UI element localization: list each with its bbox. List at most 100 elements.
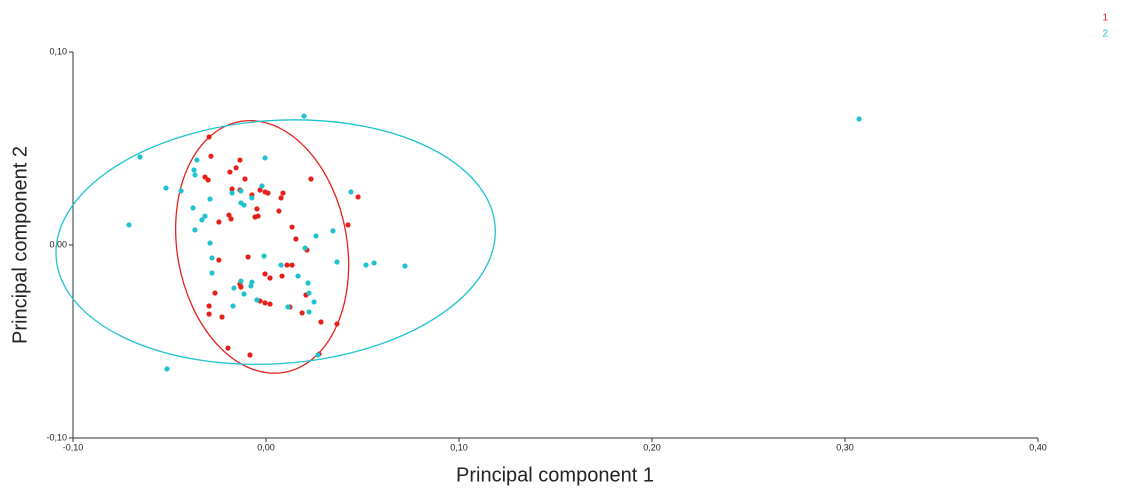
point: [207, 196, 213, 202]
point: [212, 290, 218, 296]
point: [225, 345, 231, 351]
point: [194, 157, 200, 163]
point: [208, 153, 214, 159]
point: [276, 208, 282, 214]
point: [262, 300, 268, 306]
point: [238, 188, 244, 194]
x-tick-label: -0,10: [63, 442, 84, 452]
point: [284, 262, 290, 268]
point: [255, 213, 261, 219]
point: [267, 301, 273, 307]
point: [199, 217, 205, 223]
point: [330, 228, 336, 234]
point: [279, 273, 285, 279]
point: [856, 116, 862, 122]
point: [267, 275, 273, 281]
point: [178, 188, 184, 194]
y-tick-label: 0,00: [49, 239, 67, 249]
point: [137, 154, 143, 160]
legend-label: 1: [1102, 13, 1108, 24]
point: [126, 222, 132, 228]
point: [209, 255, 215, 261]
point: [205, 177, 211, 183]
y-tick-label: 0,10: [49, 46, 67, 56]
point: [209, 270, 215, 276]
point: [206, 311, 212, 317]
point: [280, 190, 286, 196]
point: [289, 224, 295, 230]
point: [355, 194, 361, 200]
point: [230, 303, 236, 309]
point: [228, 216, 234, 222]
x-tick-label: 0,40: [1029, 442, 1047, 452]
point: [306, 309, 312, 315]
point: [302, 245, 308, 251]
x-tick-label: 0,00: [257, 442, 275, 452]
point: [190, 205, 196, 211]
point: [241, 291, 247, 297]
x-tick-label: 0,20: [643, 442, 661, 452]
point: [262, 271, 268, 277]
point: [262, 155, 268, 161]
point: [299, 310, 305, 316]
point: [242, 176, 248, 182]
point: [237, 157, 243, 163]
point: [278, 195, 284, 201]
x-tick-label: 0,10: [450, 442, 468, 452]
point: [229, 186, 235, 192]
point: [216, 219, 222, 225]
point: [285, 304, 291, 310]
x-axis-title: Principal component 1: [456, 464, 654, 486]
point: [301, 113, 307, 119]
point: [207, 240, 213, 246]
x-tick-label: 0,30: [836, 442, 854, 452]
point: [306, 290, 312, 296]
point: [229, 190, 235, 196]
confidence-ellipse: [55, 119, 496, 366]
point: [315, 352, 321, 358]
point: [295, 273, 301, 279]
point: [233, 165, 239, 171]
legend-label: 2: [1102, 29, 1108, 40]
point: [248, 283, 254, 289]
point: [311, 299, 317, 305]
point: [345, 222, 351, 228]
point: [249, 195, 255, 201]
point: [164, 366, 170, 372]
point: [241, 202, 247, 208]
point: [278, 262, 284, 268]
point: [163, 185, 169, 191]
point: [192, 227, 198, 233]
point: [348, 189, 354, 195]
point: [202, 213, 208, 219]
point: [363, 262, 369, 268]
point: [191, 167, 197, 173]
point: [313, 233, 319, 239]
point: [247, 352, 253, 358]
y-axis-title: Principal component 2: [9, 146, 31, 344]
point: [318, 319, 324, 325]
point: [257, 187, 263, 193]
point: [245, 254, 251, 260]
point: [254, 206, 260, 212]
point: [238, 284, 244, 290]
point: [293, 236, 299, 242]
point: [238, 278, 244, 284]
point: [261, 253, 267, 259]
point: [334, 321, 340, 327]
y-tick-label: -0,10: [46, 432, 67, 442]
point: [254, 297, 260, 303]
point: [227, 169, 233, 175]
point: [265, 190, 271, 196]
confidence-ellipse: [174, 119, 350, 374]
point: [305, 280, 311, 286]
point: [206, 303, 212, 309]
point: [259, 183, 265, 189]
point: [226, 212, 232, 218]
point: [231, 285, 237, 291]
point: [216, 257, 222, 263]
point: [192, 172, 198, 178]
point: [334, 259, 340, 265]
point: [219, 314, 225, 320]
